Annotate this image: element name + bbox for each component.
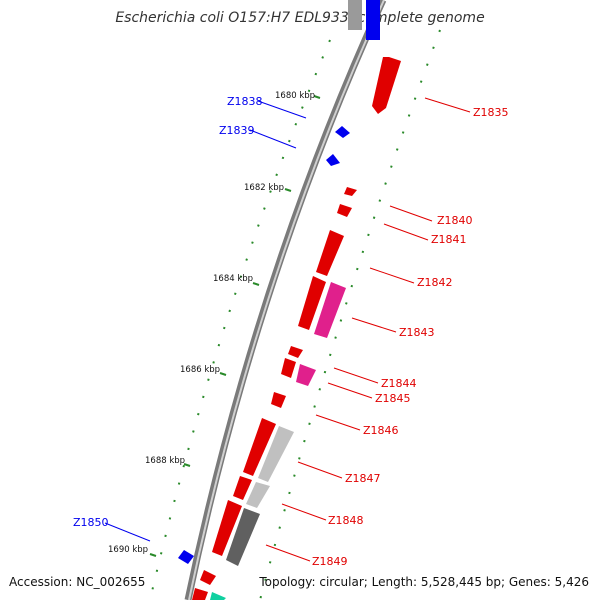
leader-z1848 bbox=[281, 503, 327, 521]
gene-label-z1847: Z1847 bbox=[345, 472, 381, 485]
gene-label-z1843: Z1843 bbox=[399, 326, 435, 339]
gene-bottom-teal bbox=[210, 592, 226, 600]
leader-z1840 bbox=[389, 205, 433, 222]
tick-1682 bbox=[284, 188, 292, 192]
gene-z1835 bbox=[372, 57, 401, 114]
gene-z1848a bbox=[233, 476, 252, 500]
leader-z1844 bbox=[333, 367, 379, 384]
forward-genes bbox=[192, 57, 401, 600]
leader-z1850 bbox=[104, 522, 151, 542]
gene-label-z1835: Z1835 bbox=[473, 106, 509, 119]
leader-z1838 bbox=[257, 100, 307, 119]
leader-z1846 bbox=[315, 414, 361, 431]
leader-z1843 bbox=[351, 317, 397, 333]
gene-bottom-red2 bbox=[192, 588, 208, 600]
tick-track-inner bbox=[149, 39, 331, 600]
gene-label-z1846: Z1846 bbox=[363, 424, 399, 437]
gene-z1843b bbox=[314, 282, 346, 338]
tick-label-1686: 1686 kbp bbox=[180, 365, 220, 375]
gene-z1841 bbox=[337, 204, 352, 217]
gene-block-blue-top bbox=[366, 0, 380, 40]
accession-label: Accession: NC_002655 bbox=[9, 575, 146, 589]
tick-label-1688: 1688 kbp bbox=[145, 456, 185, 466]
gene-z1846 bbox=[271, 392, 286, 408]
tick-1688 bbox=[183, 463, 191, 467]
gene-label-z1839: Z1839 bbox=[219, 124, 255, 137]
tick-label-1680: 1680 kbp bbox=[275, 91, 315, 101]
gene-label-z1848: Z1848 bbox=[328, 514, 364, 527]
reverse-genes bbox=[178, 126, 350, 564]
gene-z1840 bbox=[344, 187, 357, 196]
leader-z1842 bbox=[369, 267, 415, 284]
gene-z1845 bbox=[296, 364, 316, 386]
tick-label-1690: 1690 kbp bbox=[108, 545, 148, 555]
gene-z1847 bbox=[243, 418, 276, 476]
gene-label-z1844: Z1844 bbox=[381, 377, 417, 390]
gene-z1844b bbox=[281, 358, 296, 378]
gene-z1850 bbox=[178, 550, 194, 564]
leader-z1841 bbox=[383, 223, 429, 241]
leader-z1845 bbox=[327, 382, 373, 399]
gene-z1847b bbox=[258, 426, 294, 482]
tick-1684 bbox=[252, 282, 260, 286]
gene-label-z1838: Z1838 bbox=[227, 95, 263, 108]
genome-title: Escherichia coli O157:H7 EDL933, complet… bbox=[115, 10, 485, 26]
gene-z1849a bbox=[212, 500, 242, 556]
leader-z1847 bbox=[297, 461, 343, 479]
leader-z1849 bbox=[265, 544, 311, 562]
gene-label-z1840: Z1840 bbox=[437, 214, 473, 227]
gene-z1844 bbox=[288, 346, 303, 358]
genome-backbone-highlight bbox=[188, 0, 385, 600]
gene-label-z1842: Z1842 bbox=[417, 276, 453, 289]
tick-label-1684: 1684 kbp bbox=[213, 274, 253, 284]
gene-label-z1841: Z1841 bbox=[431, 233, 467, 246]
gene-z1842 bbox=[316, 230, 344, 276]
gene-label-z1849: Z1849 bbox=[312, 555, 348, 568]
tick-1686 bbox=[219, 372, 227, 376]
tick-1680 bbox=[313, 95, 321, 99]
leader-z1839 bbox=[249, 129, 297, 149]
gene-z1838 bbox=[335, 126, 350, 138]
tick-labels: 1680 kbp 1682 kbp 1684 kbp 1686 kbp 1688… bbox=[108, 91, 315, 555]
gene-block-gray-top bbox=[348, 0, 362, 30]
leader-z1835 bbox=[424, 97, 471, 113]
gene-labels: Z1835 Z1838 Z1839 Z1840 Z1841 Z1842 Z184… bbox=[73, 95, 509, 568]
gene-z1843a bbox=[298, 276, 326, 330]
gene-z1839 bbox=[326, 154, 340, 166]
genome-summary: Topology: circular; Length: 5,528,445 bp… bbox=[259, 575, 589, 589]
gene-label-z1850: Z1850 bbox=[73, 516, 109, 529]
gene-z1849b bbox=[226, 508, 260, 566]
gene-bottom-red bbox=[200, 570, 216, 585]
leader-lines bbox=[104, 97, 471, 562]
tick-1690 bbox=[149, 553, 157, 557]
gene-z1848b bbox=[246, 482, 270, 508]
tick-label-1682: 1682 kbp bbox=[244, 183, 284, 193]
gene-label-z1845: Z1845 bbox=[375, 392, 411, 405]
major-ticks bbox=[149, 95, 321, 557]
